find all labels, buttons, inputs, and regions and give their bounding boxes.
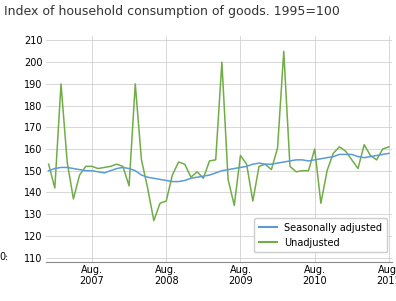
Text: 0: 0 [0,252,6,262]
Text: Index of household consumption of goods. 1995=100: Index of household consumption of goods.… [4,5,340,17]
Legend: Seasonally adjusted, Unadjusted: Seasonally adjusted, Unadjusted [254,218,387,253]
